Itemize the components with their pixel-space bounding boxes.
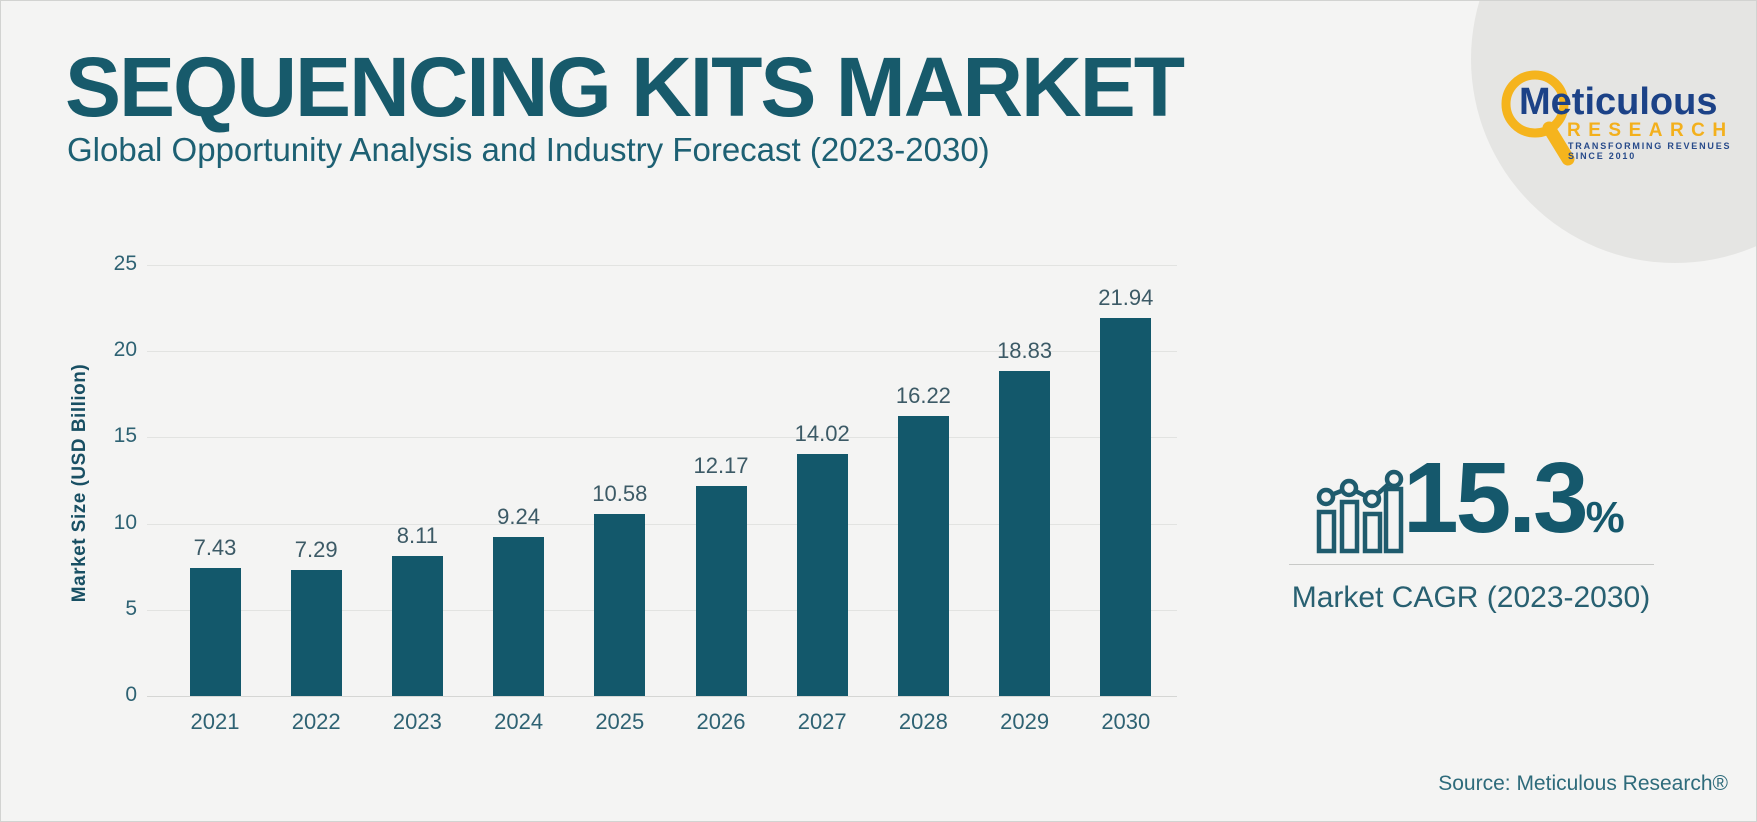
cagr-panel: 15.3% Market CAGR (2023-2030) (1281, 441, 1671, 631)
x-axis-label: 2030 (1101, 709, 1151, 734)
gridline-10 (147, 523, 1177, 525)
gridline-15 (147, 437, 1177, 439)
cagr-value: 15.3% (1403, 441, 1625, 556)
y-tick-label: 25 (113, 252, 137, 275)
bar-2030 (1100, 317, 1152, 696)
bar-2028 (897, 416, 949, 696)
bar-2027 (796, 454, 848, 696)
bar-value-label: 9.24 (497, 503, 540, 529)
x-axis-label: 2021 (190, 709, 240, 734)
meticulous-research-logo: Meticulous RESEARCH TRANSFORMING REVENUE… (1491, 56, 1751, 166)
x-axis-label: 2024 (494, 709, 544, 734)
x-axis-label: 2028 (898, 709, 948, 734)
bar-2029 (999, 371, 1051, 696)
page-title: SEQUENCING KITS MARKET (65, 40, 1185, 134)
bar-2023 (391, 556, 443, 696)
bar-value-label: 14.02 (794, 421, 850, 447)
cagr-divider (1289, 564, 1654, 565)
growth-chart-icon (1316, 469, 1404, 554)
bar-value-label: 16.22 (895, 383, 951, 409)
bar-value-label: 7.29 (294, 537, 338, 563)
gridline-5 (147, 609, 1177, 611)
bar-value-label: 18.83 (997, 338, 1053, 364)
bar-value-label: 10.58 (592, 480, 648, 506)
bar-value-label: 8.11 (396, 523, 438, 549)
logo-name: Meticulous (1519, 81, 1718, 123)
magnifier-icon (1501, 70, 1575, 166)
source-attribution: Source: Meticulous Research® (1438, 772, 1728, 795)
x-axis-label: 2023 (392, 709, 442, 734)
bar-2025 (594, 513, 646, 696)
bar-2026 (695, 486, 747, 696)
gridline-25 (147, 265, 1177, 266)
bar-2024 (493, 536, 545, 696)
y-tick-label: 20 (113, 338, 137, 362)
bar-2022 (290, 570, 342, 696)
bar-value-label: 12.17 (693, 453, 749, 479)
y-tick-label: 5 (125, 596, 137, 620)
percent-sign: % (1585, 493, 1625, 542)
gridline-0 (147, 696, 1177, 697)
y-tick-label: 15 (113, 424, 137, 448)
gridline-20 (147, 351, 1177, 353)
logo-research: RESEARCH (1567, 120, 1734, 141)
bar-2021 (189, 567, 241, 696)
cagr-caption: Market CAGR (2023-2030) (1291, 581, 1651, 614)
x-axis-label: 2026 (696, 709, 746, 734)
x-axis-label: 2027 (797, 709, 847, 734)
bar-value-label: 21.94 (1098, 284, 1154, 310)
x-axis-label: 2025 (595, 709, 645, 734)
y-tick-label: 10 (113, 510, 137, 534)
y-tick-label: 0 (125, 683, 137, 706)
x-axis-label: 2022 (291, 709, 341, 734)
logo-tagline: TRANSFORMING REVENUES SINCE 2010 (1568, 141, 1732, 161)
page-subtitle: Global Opportunity Analysis and Industry… (67, 131, 990, 168)
y-axis-title: Market Size (USD Billion) (69, 363, 90, 603)
cagr-number-text: 15.3 (1403, 442, 1589, 554)
x-axis-label: 2029 (1000, 709, 1050, 734)
bar-value-label: 7.43 (193, 534, 237, 560)
